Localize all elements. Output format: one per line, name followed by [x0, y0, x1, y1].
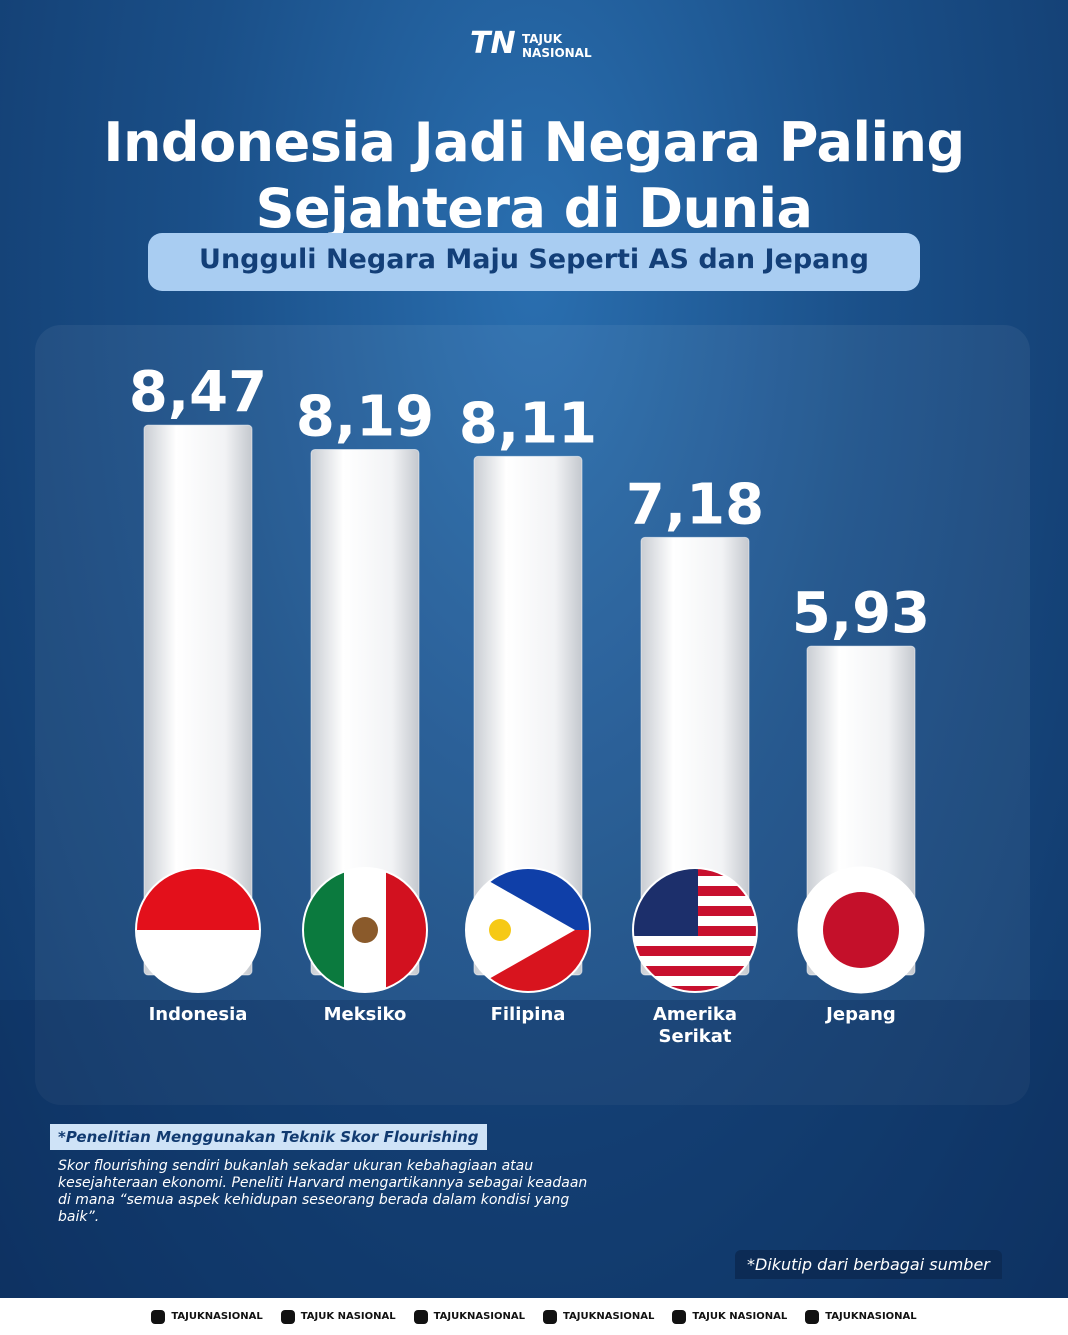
note-body: Skor flourishing sendiri bukanlah sekada…	[58, 1158, 588, 1225]
social-icon	[672, 1309, 687, 1324]
social-icon	[543, 1309, 557, 1324]
social-text: TAJUKNASIONAL	[563, 1311, 655, 1322]
value-label: 8,19	[296, 384, 434, 449]
social-icon	[805, 1309, 820, 1324]
social-text: TAJUKNASIONAL	[433, 1311, 525, 1322]
footer: TAJUKNASIONAL TAJUK NASIONAL TAJUKNASIONAL…	[0, 1298, 1068, 1335]
social-handle: TAJUK NASIONAL	[280, 1309, 396, 1324]
value-label: 8,11	[459, 391, 597, 456]
social-icon	[280, 1309, 295, 1324]
chart-title: Indonesia Jadi Negara Paling Sejahtera d…	[103, 111, 965, 240]
social-text: TAJUK NASIONAL	[692, 1311, 788, 1322]
logo: TN	[470, 26, 516, 61]
social-icon	[151, 1309, 166, 1324]
category-label: Amerika Serikat	[652, 1004, 738, 1047]
category-label: Meksiko	[323, 1004, 407, 1025]
chart-subtitle: Ungguli Negara Maju Seperti AS dan Jepan…	[148, 233, 920, 291]
social-handle: TAJUKNASIONAL	[805, 1309, 917, 1324]
category-label: Indonesia	[148, 1004, 248, 1025]
value-label: 8,47	[129, 360, 267, 425]
value-label: 5,93	[792, 581, 930, 646]
flag-japan	[799, 868, 923, 992]
value-label: 7,18	[626, 472, 764, 537]
social-text: TAJUKNASIONAL	[825, 1311, 917, 1322]
category-label: Jepang	[826, 1004, 896, 1025]
note-heading: *Penelitian Menggunakan Teknik Skor Flou…	[50, 1124, 487, 1150]
social-icon	[413, 1309, 428, 1324]
social-text: TAJUK NASIONAL	[300, 1311, 396, 1322]
social-handle: TAJUKNASIONAL	[151, 1309, 263, 1324]
social-handle: TAJUKNASIONAL	[413, 1309, 525, 1324]
brand-name: TAJUK NASIONAL	[522, 32, 592, 60]
social-handle: TAJUKNASIONAL	[543, 1309, 655, 1324]
source-note: *Dikutip dari berbagai sumber	[735, 1250, 1002, 1279]
social-handle: TAJUK NASIONAL	[672, 1309, 788, 1324]
category-label: Filipina	[490, 1004, 566, 1025]
social-text: TAJUKNASIONAL	[171, 1311, 263, 1322]
